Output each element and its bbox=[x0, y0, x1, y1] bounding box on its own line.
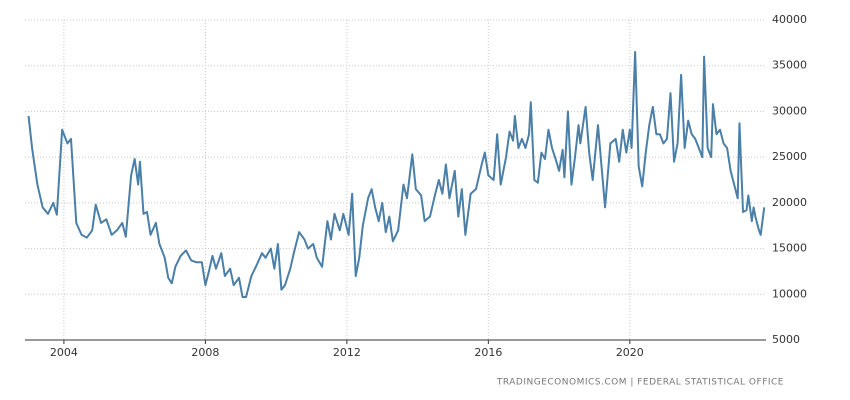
y-tick-label: 10000 bbox=[772, 287, 807, 300]
y-tick-label: 40000 bbox=[772, 13, 807, 26]
source: TRADINGECONOMICS.COM | FEDERAL STATISTIC… bbox=[496, 378, 784, 388]
y-tick-label: 30000 bbox=[772, 104, 807, 117]
y-tick-label: 15000 bbox=[772, 242, 807, 255]
y-tick-label: 20000 bbox=[772, 196, 807, 209]
x-tick-label: 2016 bbox=[474, 346, 502, 359]
y-tick-label: 5000 bbox=[772, 333, 800, 346]
series-line bbox=[27, 51, 766, 299]
x-tick-label: 2012 bbox=[333, 346, 361, 359]
y-tick-label: 25000 bbox=[772, 150, 807, 163]
x-tick-label: 2008 bbox=[191, 346, 219, 359]
x-tick-label: 2020 bbox=[616, 346, 644, 359]
y-tick-label: 35000 bbox=[772, 59, 807, 72]
x-tick-label: 2004 bbox=[50, 346, 78, 359]
